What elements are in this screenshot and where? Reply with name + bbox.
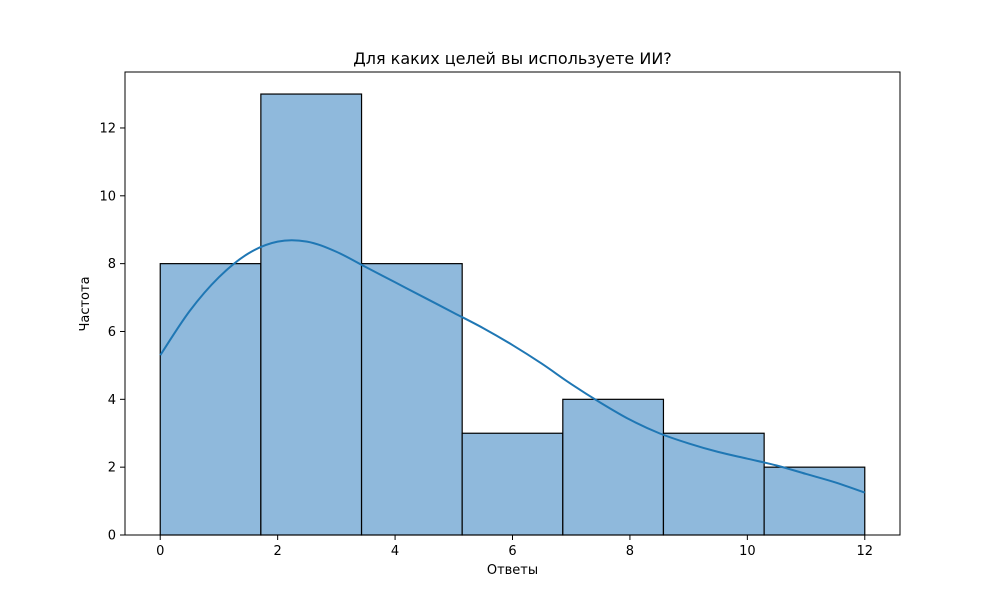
x-axis: 0 2 4 6 8 10 12 [156,535,873,559]
bars-layer [159,93,866,536]
chart-title: Для каких целей вы используете ИИ? [353,49,672,68]
kde-layer [159,239,866,494]
y-tick-label: 6 [108,325,116,340]
histogram-bar-2 [260,93,363,536]
y-axis: 0 2 4 6 8 10 12 [99,121,125,544]
x-axis-label: Ответы [487,563,538,578]
y-axis-label: Частота [78,276,93,331]
histogram-bar-5 [562,398,665,536]
y-tick-label: 12 [99,121,116,136]
y-tick-label: 8 [108,257,116,272]
histogram-bar-1 [159,263,262,536]
x-tick-label: 0 [156,544,164,559]
x-tick-label: 6 [508,544,516,559]
y-tick-label: 4 [108,393,116,408]
histogram-bar-6 [662,432,765,536]
x-tick-label: 4 [391,544,399,559]
plot-frame [124,71,901,536]
histogram-bar-3 [360,263,463,536]
y-tick-label: 2 [108,461,116,476]
x-tick-label: 2 [274,544,282,559]
x-tick-label: 8 [626,544,634,559]
y-tick-label: 0 [108,529,116,544]
x-tick-label: 12 [856,544,873,559]
x-tick-label: 10 [739,544,756,559]
histogram-bar-7 [763,466,866,536]
kde-line [159,239,866,494]
y-tick-label: 10 [99,189,116,204]
histogram-bar-4 [461,432,564,536]
